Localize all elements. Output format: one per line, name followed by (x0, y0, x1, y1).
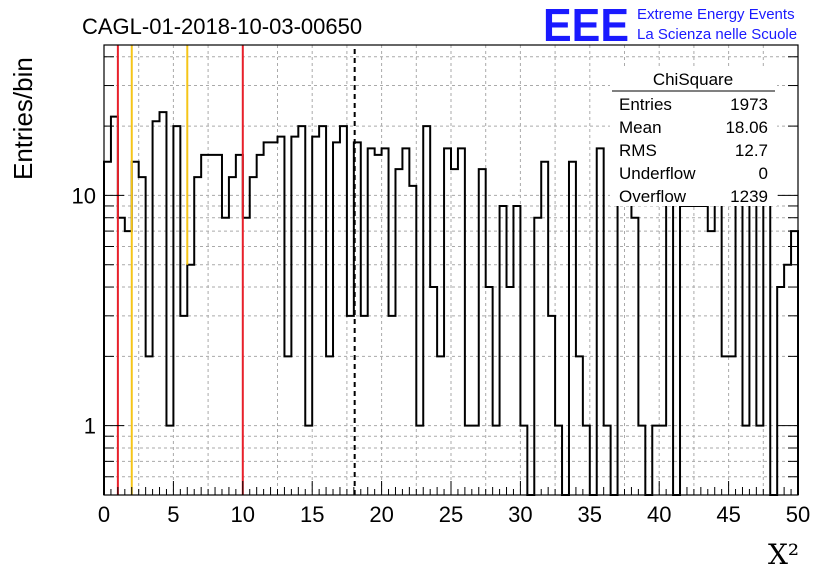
x-tick-label: 15 (300, 502, 324, 527)
x-tick-label: 0 (98, 502, 110, 527)
x-tick-label: 30 (508, 502, 532, 527)
stats-label: Mean (619, 118, 662, 137)
stats-box: ChiSquare Entries 1973 Mean 18.06 RMS 12.7 Und… (610, 66, 777, 206)
stats-label: Underflow (619, 164, 696, 183)
stats-value: 12.7 (735, 141, 768, 160)
y-tick-labels: 1 10 (72, 183, 96, 438)
x-tick-label: 45 (716, 502, 740, 527)
logo-mark: EEE (543, 0, 629, 51)
logo-line-2: La Scienza nelle Scuole (637, 26, 797, 43)
x-tick-label: 20 (369, 502, 393, 527)
x-tick-label: 35 (578, 502, 602, 527)
stats-value: 1239 (730, 187, 768, 206)
x-tick-label: 10 (231, 502, 255, 527)
stats-label: RMS (619, 141, 657, 160)
y-tick-label: 10 (72, 183, 96, 208)
x-tick-labels: 0 5 10 15 20 25 30 35 40 45 50 (98, 502, 810, 527)
stats-value: 18.06 (725, 118, 768, 137)
eee-logo: EEE Extreme Energy Events La Scienza nel… (543, 0, 797, 51)
axis-ticks (103, 56, 799, 495)
stats-label: Entries (619, 95, 672, 114)
chart-title: CAGL-01-2018-10-03-00650 (82, 14, 362, 39)
x-tick-label: 5 (167, 502, 179, 527)
y-tick-label: 1 (84, 414, 96, 439)
y-axis-label: Entries/bin (8, 57, 38, 180)
stats-label: Overflow (619, 187, 687, 206)
stats-value: 0 (759, 164, 768, 183)
stats-title: ChiSquare (653, 70, 733, 89)
stats-value: 1973 (730, 95, 768, 114)
reference-lines (116, 45, 356, 495)
x-tick-label: 40 (647, 502, 671, 527)
x-axis-label: X² (768, 538, 799, 571)
x-tick-label: 25 (439, 502, 463, 527)
logo-line-1: Extreme Energy Events (637, 6, 795, 23)
x-tick-label: 50 (786, 502, 810, 527)
